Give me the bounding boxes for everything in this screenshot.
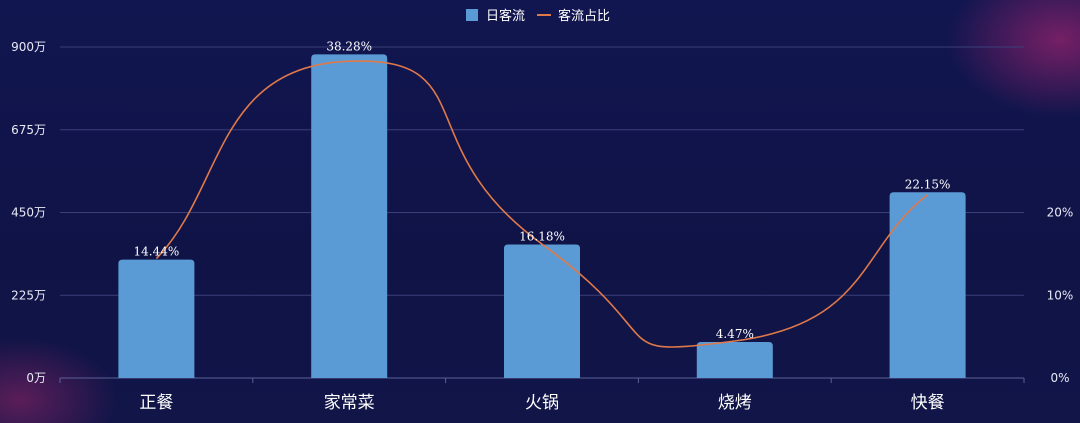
bar[interactable]	[504, 244, 580, 378]
data-label: 4.47%	[716, 327, 754, 341]
left-y-axis: 0万 225万 450万 675万 900万	[11, 40, 46, 385]
y-left-tick-label: 450万	[11, 206, 46, 220]
x-tick-label: 烧烤	[718, 393, 752, 413]
y-left-tick-label: 225万	[11, 288, 46, 302]
y-left-tick-label: 900万	[11, 40, 46, 54]
line-series	[155, 60, 929, 348]
bar-series	[118, 54, 966, 378]
y-right-tick-label: 20%	[1047, 206, 1074, 220]
x-tick-label: 火锅	[525, 393, 559, 413]
x-tick-label: 正餐	[139, 393, 173, 413]
x-tick-label: 快餐	[911, 393, 945, 413]
grid-lines	[60, 46, 1024, 379]
data-label: 22.15%	[905, 177, 951, 191]
bar[interactable]	[696, 341, 773, 378]
bar[interactable]	[118, 259, 195, 378]
data-label: 16.18%	[519, 229, 565, 243]
legend-label[interactable]: 日客流	[486, 8, 525, 24]
data-labels: 14.44% 38.28% 16.18% 4.47% 22.15%	[134, 39, 951, 341]
x-axis: 正餐 家常菜 火锅 烧烤 快餐	[59, 378, 1025, 413]
bar[interactable]	[311, 54, 388, 378]
legend-label[interactable]: 客流占比	[558, 8, 610, 24]
y-right-tick-label: 10%	[1047, 288, 1074, 302]
legend[interactable]: 日客流 客流占比	[466, 8, 610, 24]
right-y-axis: 0% 10% 20%	[1047, 206, 1074, 386]
line-path[interactable]	[155, 60, 929, 348]
x-tick-label: 家常菜	[324, 393, 375, 413]
data-label: 14.44%	[134, 245, 180, 259]
y-right-tick-label: 0%	[1050, 371, 1069, 385]
legend-bar-swatch[interactable]	[466, 9, 478, 21]
y-left-tick-label: 675万	[11, 123, 46, 137]
bar[interactable]	[889, 192, 966, 378]
y-left-tick-label: 0万	[26, 371, 46, 385]
data-label: 38.28%	[326, 39, 372, 53]
